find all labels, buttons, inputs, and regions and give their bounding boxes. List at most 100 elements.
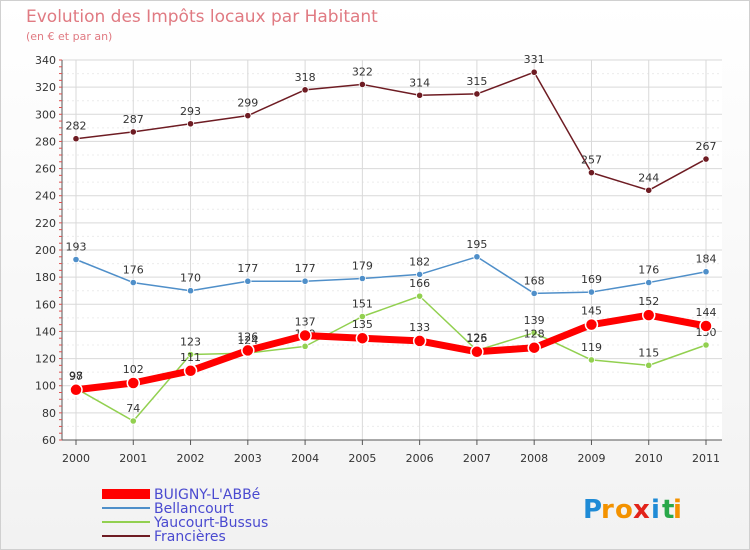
x-tick-label: 2008 xyxy=(520,452,548,465)
series-line xyxy=(75,256,707,295)
data-label: 151 xyxy=(352,298,373,311)
data-point xyxy=(416,292,424,300)
y-tick-label: 240 xyxy=(35,190,56,203)
grid xyxy=(62,59,722,441)
data-point xyxy=(358,312,366,321)
data-point xyxy=(412,334,427,348)
y-tick-label: 200 xyxy=(35,244,56,257)
data-point xyxy=(186,287,195,295)
data-label: 111 xyxy=(180,351,201,364)
legend-label: Bellancourt xyxy=(154,501,234,517)
data-point xyxy=(126,376,141,390)
data-point xyxy=(584,317,599,332)
x-tick-label: 2011 xyxy=(692,452,720,465)
data-point xyxy=(358,274,366,283)
data-label: 331 xyxy=(524,53,545,66)
data-label: 184 xyxy=(696,253,717,266)
logo-letter: x xyxy=(633,495,650,525)
data-label: 115 xyxy=(638,346,659,359)
data-label: 182 xyxy=(409,255,430,268)
data-label: 126 xyxy=(237,330,258,343)
logo-letter: t xyxy=(662,495,674,525)
legend-label: BUIGNY-L'ABBé xyxy=(154,487,260,503)
y-tick-label: 260 xyxy=(35,163,56,176)
data-point xyxy=(241,343,255,358)
data-point xyxy=(473,90,481,98)
data-label: 152 xyxy=(638,295,659,308)
y-tick-label: 220 xyxy=(35,217,56,230)
x-tick-label: 2004 xyxy=(291,452,319,465)
x-tick-label: 2009 xyxy=(577,452,605,465)
data-point xyxy=(301,86,309,94)
data-point xyxy=(645,361,653,369)
x-tick-label: 2005 xyxy=(348,452,376,465)
data-label: 102 xyxy=(123,363,144,376)
y-tick-label: 80 xyxy=(42,407,56,420)
data-label: 193 xyxy=(66,241,87,254)
data-point xyxy=(416,91,424,99)
y-tick-label: 320 xyxy=(35,81,56,94)
data-point xyxy=(530,289,538,298)
data-label: 124 xyxy=(237,334,258,347)
data-label: 119 xyxy=(581,341,602,354)
data-point xyxy=(186,350,195,359)
data-point xyxy=(244,112,252,120)
data-label: 166 xyxy=(409,277,430,290)
data-label: 314 xyxy=(409,76,430,89)
data-point xyxy=(587,288,596,296)
x-tick-label: 2010 xyxy=(635,452,663,465)
data-label: 176 xyxy=(123,264,144,277)
x-tick-label: 2007 xyxy=(463,452,491,465)
chart-subtitle: (en € et par an) xyxy=(26,30,112,43)
data-point xyxy=(587,356,596,364)
y-tick-label: 140 xyxy=(35,325,56,338)
data-point xyxy=(641,308,656,322)
data-point xyxy=(244,277,252,285)
y-tick-label: 300 xyxy=(35,108,56,121)
data-point xyxy=(530,329,538,337)
data-point xyxy=(355,331,370,345)
data-point xyxy=(470,345,484,359)
series-franci-res: 282 287 293 299 318 322 314 315 331 257 244 267 xyxy=(66,53,717,194)
data-point xyxy=(301,277,309,285)
data-label: 176 xyxy=(638,264,659,277)
data-label: 177 xyxy=(295,262,316,275)
data-label: 299 xyxy=(237,97,258,110)
data-label: 179 xyxy=(352,260,373,273)
data-point xyxy=(702,341,710,349)
data-label: 318 xyxy=(295,71,316,84)
data-point xyxy=(416,270,424,279)
data-point xyxy=(645,186,653,194)
data-label: 168 xyxy=(524,274,545,287)
data-point xyxy=(358,80,366,89)
data-label: 133 xyxy=(409,321,430,334)
data-point xyxy=(527,340,541,355)
proxiti-logo: Pr o x i ti xyxy=(583,495,682,525)
logo-letter: r xyxy=(601,495,614,525)
y-tick-label: 120 xyxy=(35,353,56,366)
data-point xyxy=(72,255,80,264)
data-label: 170 xyxy=(180,272,201,285)
data-point xyxy=(129,278,137,287)
x-tick-label: 2002 xyxy=(177,452,205,465)
data-label: 139 xyxy=(524,314,545,327)
data-label: 144 xyxy=(696,306,717,319)
x-tick-label: 2001 xyxy=(119,452,147,465)
data-point xyxy=(699,319,713,333)
data-label: 123 xyxy=(180,336,201,349)
logo-letter: i xyxy=(651,495,660,525)
series-line xyxy=(75,71,707,192)
data-point xyxy=(301,342,309,350)
x-tick-label: 2003 xyxy=(234,452,262,465)
data-label: 145 xyxy=(581,305,602,318)
y-tick-label: 160 xyxy=(35,298,56,311)
data-label: 125 xyxy=(466,332,487,345)
data-label: 98 xyxy=(69,369,83,382)
data-label: 282 xyxy=(66,120,87,133)
data-label: 322 xyxy=(352,65,373,78)
x-tick-label: 2000 xyxy=(62,452,90,465)
y-tick-label: 60 xyxy=(42,434,56,447)
data-point xyxy=(702,268,710,276)
